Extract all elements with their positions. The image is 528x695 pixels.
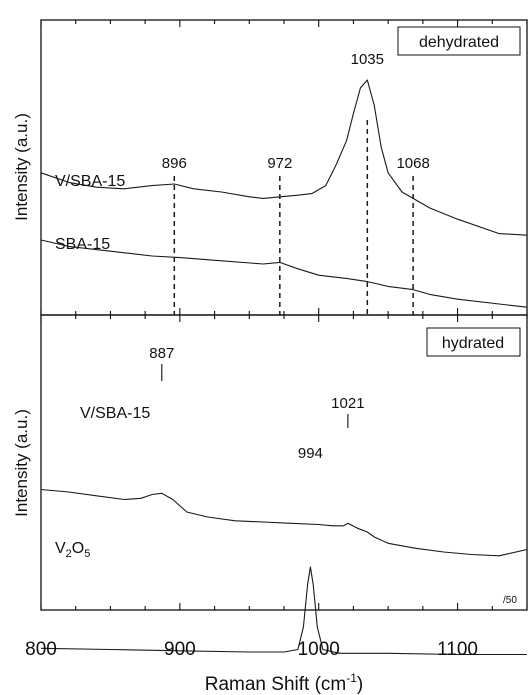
y-axis-label-top: Intensity (a.u.) — [12, 113, 31, 221]
peak-label-1021: 1021 — [331, 395, 364, 412]
hydrated-tag-text: hydrated — [442, 335, 504, 352]
y-axis-label-bottom: Intensity (a.u.) — [12, 409, 31, 517]
series-label-v2o5: V2O5 — [55, 540, 90, 560]
x-axis: 800 900 1000 1100 — [25, 20, 528, 660]
series-label-vsba15-dehydrated: V/SBA-15 — [55, 173, 125, 190]
peak-label-972: 972 — [267, 155, 292, 172]
panel-bottom-frame — [40, 314, 528, 611]
x-tick-label-900: 900 — [164, 639, 196, 660]
x-tick-label-1100: 1100 — [437, 639, 478, 660]
dehydrated-tag: dehydrated — [397, 26, 521, 56]
scale-note: /50 — [503, 595, 517, 606]
x-tick-label-1000: 1000 — [298, 639, 340, 660]
peak-label-896: 896 — [162, 155, 187, 172]
curve-v2o5 — [40, 566, 527, 656]
peak-label-994: 994 — [298, 445, 323, 462]
peak-label-887: 887 — [149, 345, 174, 362]
curve-vsba15-hydrated — [40, 488, 528, 557]
series-label-vsba15-hydrated: V/SBA-15 — [80, 405, 150, 422]
hydrated-tag: hydrated — [426, 327, 521, 357]
peak-label-1035: 1035 — [351, 51, 384, 68]
peak-label-1068: 1068 — [396, 155, 429, 172]
x-axis-label: Raman Shift (cm-1) — [205, 671, 363, 695]
curve-vsba15-dehydrated — [40, 79, 528, 236]
x-tick-label-800: 800 — [25, 639, 57, 660]
series-label-sba15: SBA-15 — [55, 236, 110, 253]
curve-sba15 — [40, 239, 528, 308]
dehydrated-tag-text: dehydrated — [419, 34, 499, 51]
